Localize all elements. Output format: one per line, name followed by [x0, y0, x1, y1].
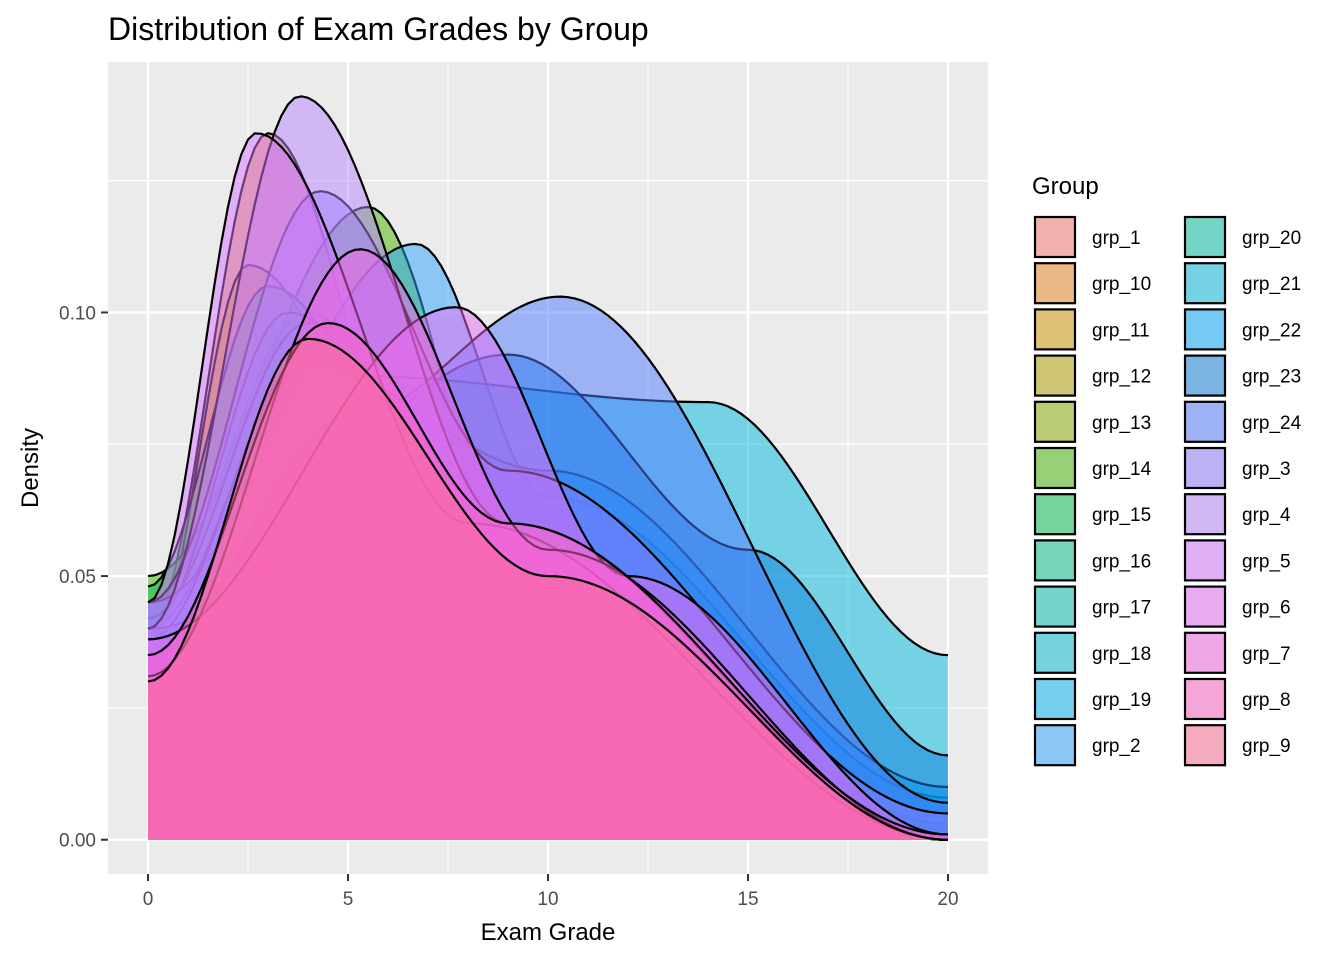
- legend-key-grp_21: [1183, 262, 1227, 305]
- legend-label-grp_11: grp_11: [1092, 320, 1150, 341]
- legend-label-grp_7: grp_7: [1242, 644, 1291, 665]
- legend-label-grp_3: grp_3: [1242, 459, 1291, 480]
- axes: 0 5 10 15 20 0.00 0.05 0.10: [59, 303, 959, 910]
- legend-key-grp_8: [1183, 677, 1227, 721]
- legend-label-grp_19: grp_19: [1092, 690, 1151, 711]
- legend-key-grp_5: [1183, 539, 1227, 582]
- legend-key-grp_23: [1183, 354, 1227, 397]
- legend-label-grp_20: grp_20: [1242, 228, 1301, 249]
- legend-key-grp_12: [1033, 354, 1077, 397]
- legend-label-grp_8: grp_8: [1242, 690, 1291, 711]
- x-tick-label: 20: [937, 889, 958, 910]
- legend-key-grp_3: [1183, 446, 1227, 490]
- legend-label-grp_15: grp_15: [1092, 505, 1151, 526]
- legend-label-grp_23: grp_23: [1242, 367, 1301, 388]
- legend-title: Group: [1032, 173, 1099, 200]
- legend-label-grp_12: grp_12: [1092, 367, 1151, 388]
- legend-key-grp_22: [1183, 308, 1227, 351]
- y-tick-label: 0.10: [59, 303, 96, 324]
- legend-key-grp_7: [1183, 631, 1227, 674]
- y-axis-title: Density: [17, 428, 44, 508]
- y-tick-label: 0.05: [59, 567, 96, 588]
- x-tick-label: 15: [737, 889, 758, 910]
- legend-label-grp_16: grp_16: [1092, 551, 1151, 572]
- legend-key-grp_13: [1033, 400, 1077, 443]
- legend: Group grp_1 grp_10 grp_11 grp_12 grp_13 grp_1…: [1032, 173, 1302, 767]
- legend-label-grp_13: grp_13: [1092, 413, 1151, 434]
- y-tick-label: 0.00: [59, 831, 96, 852]
- legend-key-grp_17: [1033, 585, 1077, 628]
- density-area-grp_9: [148, 338, 948, 840]
- legend-label-grp_24: grp_24: [1242, 413, 1302, 434]
- legend-key-grp_14: [1033, 446, 1077, 490]
- legend-label-grp_9: grp_9: [1242, 736, 1291, 757]
- chart-title: Distribution of Exam Grades by Group: [108, 11, 649, 47]
- legend-key-grp_2: [1033, 724, 1077, 767]
- legend-label-grp_4: grp_4: [1242, 505, 1291, 526]
- legend-label-grp_6: grp_6: [1242, 598, 1291, 619]
- density-areas: [147, 95, 949, 841]
- legend-key-grp_15: [1033, 493, 1077, 536]
- legend-label-grp_10: grp_10: [1092, 274, 1151, 295]
- legend-key-grp_24: [1183, 400, 1227, 443]
- x-tick-label: 0: [143, 889, 154, 910]
- legend-label-grp_5: grp_5: [1242, 551, 1291, 572]
- legend-key-grp_4: [1183, 493, 1227, 536]
- x-tick-label: 10: [537, 889, 558, 910]
- legend-key-grp_16: [1033, 539, 1077, 582]
- legend-label-grp_14: grp_14: [1092, 459, 1152, 480]
- legend-label-grp_21: grp_21: [1242, 274, 1301, 295]
- legend-key-grp_20: [1183, 215, 1227, 259]
- legend-label-grp_18: grp_18: [1092, 644, 1151, 665]
- x-axis-title: Exam Grade: [481, 919, 616, 946]
- legend-key-grp_18: [1033, 631, 1077, 674]
- legend-label-grp_2: grp_2: [1092, 736, 1141, 757]
- legend-key-grp_11: [1033, 308, 1077, 351]
- legend-key-grp_10: [1033, 262, 1077, 305]
- legend-key-grp_9: [1183, 724, 1227, 767]
- x-tick-label: 5: [343, 889, 354, 910]
- legend-label-grp_17: grp_17: [1092, 598, 1151, 619]
- legend-key-grp_6: [1183, 585, 1227, 628]
- legend-key-grp_1: [1033, 215, 1077, 259]
- legend-key-grp_19: [1033, 677, 1077, 721]
- density-line-grp_9: [147, 337, 949, 841]
- legend-label-grp_1: grp_1: [1092, 228, 1141, 249]
- legend-label-grp_22: grp_22: [1242, 320, 1301, 341]
